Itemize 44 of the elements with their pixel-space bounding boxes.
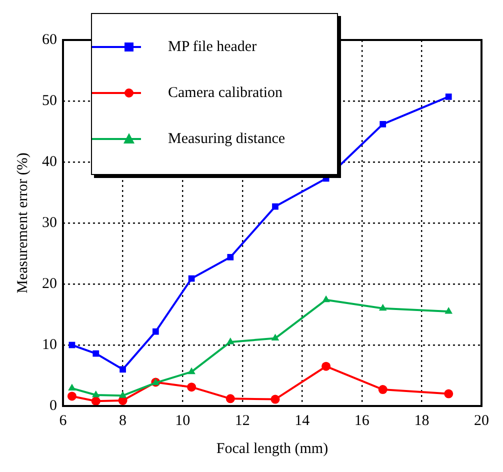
y-tick-label: 10: [42, 336, 57, 353]
point: [120, 366, 126, 373]
x-tick-label: 14: [294, 412, 310, 429]
y-tick-label: 30: [42, 214, 57, 231]
y-tick-label: 20: [42, 276, 57, 292]
point: [152, 328, 159, 335]
point: [444, 306, 453, 314]
y-axis-title: Measurement error (%): [14, 152, 31, 294]
x-axis-title: Focal length (mm): [216, 440, 328, 457]
point: [322, 362, 331, 371]
point: [91, 396, 100, 406]
point: [68, 384, 76, 391]
point: [67, 392, 76, 401]
point: [272, 203, 278, 210]
x-tick-label: 20: [474, 412, 489, 429]
point: [118, 391, 127, 398]
y-tick-label: 50: [42, 92, 57, 109]
legend-label: MP file header: [168, 38, 257, 56]
y-tick-label: 60: [42, 32, 57, 48]
point: [444, 389, 454, 398]
point: [271, 334, 280, 341]
legend-label: Measuring distance: [168, 130, 286, 148]
legend-label: Camera calibration: [168, 84, 283, 102]
point: [226, 337, 234, 344]
point: [187, 382, 196, 392]
point: [322, 295, 330, 302]
point: [92, 350, 100, 357]
x-tick-label: 16: [354, 412, 370, 429]
point: [227, 254, 234, 260]
x-tick-label: 6: [59, 412, 68, 429]
point: [445, 94, 452, 100]
y-tick-label: 40: [42, 154, 57, 170]
point: [380, 121, 386, 128]
point: [378, 304, 387, 311]
point: [378, 385, 388, 394]
x-tick-label: 8: [119, 412, 127, 429]
x-tick-label: 12: [234, 412, 250, 429]
x-tick-label: 10: [175, 412, 190, 429]
point: [270, 394, 280, 404]
point: [188, 367, 196, 374]
point: [226, 394, 235, 404]
y-tick-label: 0: [50, 398, 57, 414]
point: [92, 390, 100, 398]
x-tick-label: 18: [414, 412, 430, 429]
